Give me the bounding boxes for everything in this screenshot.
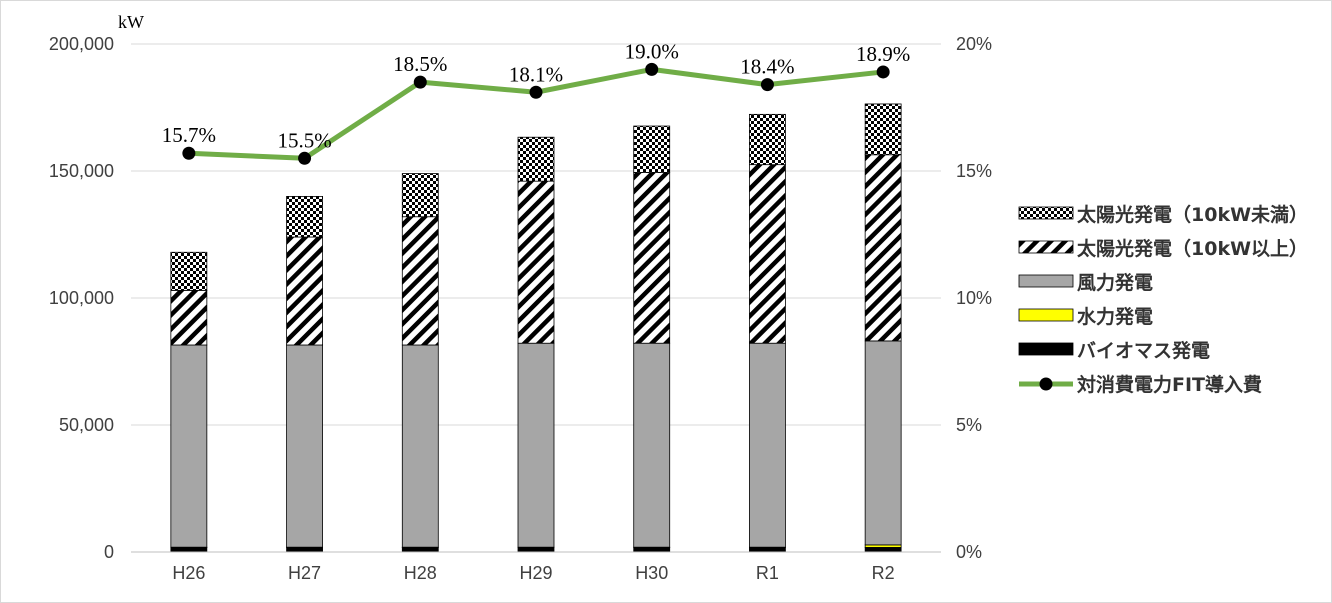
data-label: 18.9% — [856, 42, 910, 66]
data-point — [645, 62, 659, 76]
legend-label: 太陽光発電（10kW未満） — [1077, 203, 1308, 226]
bar-segment — [286, 195, 323, 238]
y-axis-unit-label: kW — [118, 12, 144, 32]
bar-segment — [633, 125, 671, 173]
bar-segment — [749, 342, 786, 548]
bar-segment — [864, 547, 902, 553]
legend-swatch — [1018, 274, 1074, 288]
legend-swatch — [1018, 206, 1074, 220]
legend-marker — [1039, 377, 1053, 391]
data-point — [298, 151, 312, 165]
data-label: 15.5% — [277, 128, 331, 152]
legend-swatch — [1018, 342, 1074, 356]
x-tick-label: H29 — [519, 563, 552, 583]
x-axis: H26 H27 H28 H29 H30 R1 R2 — [172, 563, 894, 583]
bar-segment — [864, 340, 902, 546]
legend-label: 水力発電 — [1077, 305, 1153, 328]
legend-swatch — [1018, 308, 1074, 322]
bar-segment — [286, 547, 323, 553]
bar-segment — [864, 154, 902, 342]
legend-label: バイオマス発電 — [1077, 339, 1210, 362]
bar-segment — [286, 344, 323, 548]
x-tick-label: H27 — [288, 563, 321, 583]
x-tick-label: H30 — [635, 563, 668, 583]
data-label: 18.4% — [740, 55, 794, 79]
data-label: 19.0% — [625, 39, 679, 63]
bar-segment — [517, 342, 555, 548]
legend-label: 太陽光発電（10kW以上） — [1077, 237, 1308, 260]
bar-segment — [170, 289, 208, 346]
data-point — [182, 146, 196, 160]
y2-tick-label: 20% — [956, 34, 992, 54]
legend-label: 風力発電 — [1077, 271, 1153, 294]
x-tick-label: H26 — [172, 563, 205, 583]
bar-segment — [517, 136, 555, 182]
x-tick-label: H28 — [404, 563, 437, 583]
y2-tick-label: 15% — [956, 161, 992, 181]
bar-segment — [517, 547, 555, 553]
bars — [170, 103, 902, 553]
data-point — [760, 78, 774, 92]
legend-label: 対消費電力FIT導入費 — [1076, 373, 1262, 396]
bar-segment — [170, 251, 208, 291]
y-tick-label: 50,000 — [59, 415, 114, 435]
bar-segment — [749, 547, 786, 553]
data-point — [413, 75, 427, 89]
y-tick-label: 200,000 — [49, 34, 114, 54]
y-tick-label: 100,000 — [49, 288, 114, 308]
y-axis-right: 0% 5% 10% 15% 20% — [956, 34, 992, 562]
bar-segment — [170, 344, 208, 548]
bar-segment — [749, 164, 786, 344]
bar-segment — [633, 342, 671, 548]
y-tick-label: 150,000 — [49, 161, 114, 181]
bar-segment — [401, 344, 439, 548]
y2-tick-label: 5% — [956, 415, 982, 435]
fit-ratio-line: 15.7% 15.5% 18.5% 18.1% 19.0% 18.4% 18.9% — [162, 39, 910, 165]
bar-segment — [401, 173, 439, 218]
bar-segment — [286, 236, 323, 346]
x-tick-label: R1 — [756, 563, 779, 583]
data-label: 18.5% — [393, 52, 447, 76]
y2-tick-label: 0% — [956, 542, 982, 562]
bar-segment — [170, 547, 208, 553]
x-tick-label: R2 — [872, 563, 895, 583]
bar-segment — [864, 103, 902, 156]
bar-segment — [401, 547, 439, 553]
y2-tick-label: 10% — [956, 288, 992, 308]
bar-segment — [749, 113, 786, 166]
bar-segment — [401, 216, 439, 346]
legend: 太陽光発電（10kW未満） 太陽光発電（10kW以上） 風力発電水力発電バイオマス発… — [1018, 203, 1308, 396]
data-label: 15.7% — [162, 123, 216, 147]
legend-swatch — [1018, 240, 1074, 254]
bar-segment — [633, 547, 671, 553]
data-point — [529, 85, 543, 99]
bar-segment — [517, 180, 555, 344]
data-label: 18.1% — [509, 62, 563, 86]
y-tick-label: 0 — [104, 542, 114, 562]
bar-segment — [633, 172, 671, 344]
data-point — [876, 65, 890, 79]
y-axis-left: 0 50,000 100,000 150,000 200,000 — [49, 34, 114, 562]
